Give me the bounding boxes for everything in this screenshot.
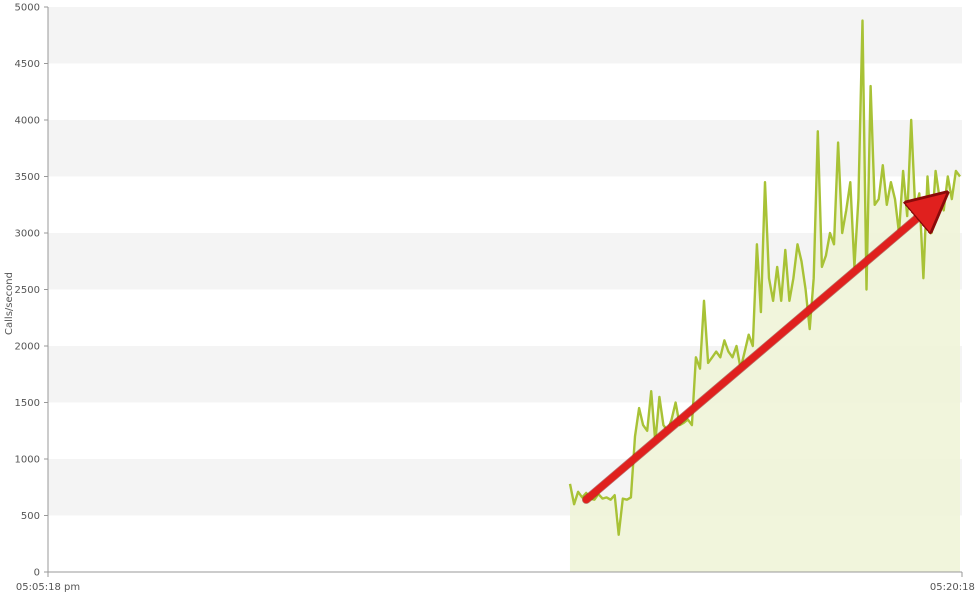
series-line-layer — [568, 19, 961, 536]
y-tick-label: 1000 — [15, 455, 40, 466]
grid-band — [48, 120, 962, 177]
y-tick-labels: 0 500 1000 1500 2000 2500 3000 3500 4000 4500 5000 — [15, 3, 48, 579]
series-line — [568, 19, 961, 536]
y-tick-label: 4000 — [15, 116, 40, 127]
y-tick-label: 3000 — [15, 229, 40, 240]
y-axis-title: Calls/second — [4, 272, 15, 335]
x-tick-labels: 05:05:18 pm 05:20:18 pm — [16, 572, 975, 593]
y-tick-label: 1500 — [15, 398, 40, 409]
y-tick-label: 500 — [21, 511, 40, 522]
x-tick-label: 05:20:18 pm — [930, 582, 975, 593]
y-tick-label: 2000 — [15, 342, 40, 353]
trend-arrow-layer — [581, 204, 933, 504]
y-tick-label: 3500 — [15, 172, 40, 183]
x-tick-label: 05:05:18 pm — [16, 582, 80, 593]
grid-band — [48, 233, 962, 290]
y-tick-label: 5000 — [15, 3, 40, 14]
y-tick-label: 0 — [34, 568, 40, 579]
y-tick-label: 2500 — [15, 285, 40, 296]
trend-arrow — [582, 204, 933, 504]
grid-band — [48, 7, 962, 64]
y-tick-label: 4500 — [15, 59, 40, 70]
